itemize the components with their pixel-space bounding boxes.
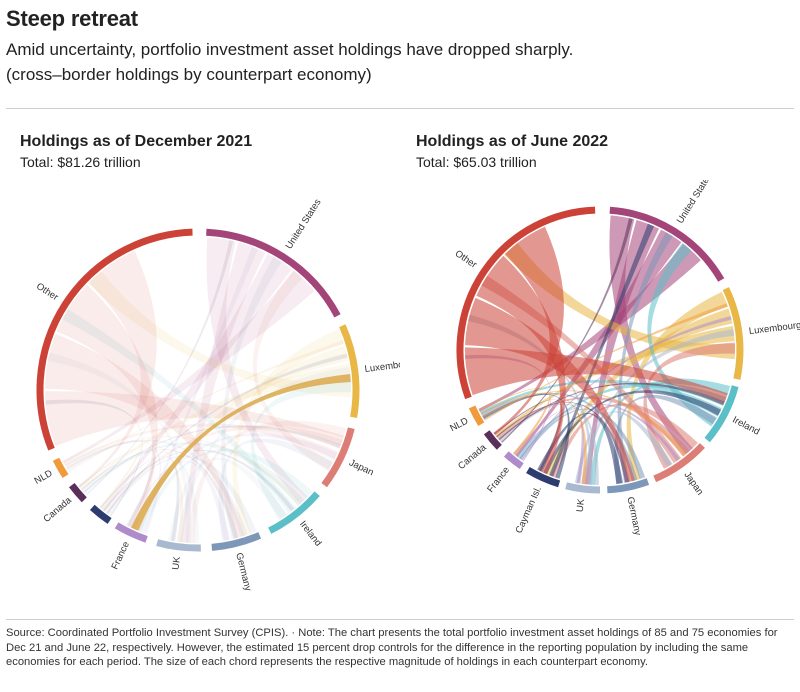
- chord-ribbon-germany-france: [519, 408, 646, 479]
- segment-label-uk: UK: [575, 498, 588, 513]
- chord-ribbon-luxembourg-other: [87, 271, 351, 398]
- segment-label-canada: Canada: [456, 442, 489, 472]
- chord-ribbon-unlabelled-ireland: [103, 449, 295, 512]
- segment-label-other: Other: [453, 248, 479, 270]
- chord-ribbon-united-states-ireland: [206, 237, 308, 504]
- segment-label-uk: UK: [170, 555, 183, 570]
- source-note: Source: Coordinated Portfolio Investment…: [6, 627, 778, 668]
- panel-title-jun-2022: Holdings as of June 2022: [416, 133, 609, 150]
- chart-subtitle: Amid uncertainty, portfolio investment a…: [6, 40, 574, 59]
- segment-label-nld: NLD: [448, 415, 470, 434]
- segment-label-luxembourg: Luxembourg: [748, 320, 800, 337]
- chord-ribbon-luxembourg-france: [134, 346, 349, 532]
- chord-ribbon-japan-nld: [63, 423, 339, 467]
- chord-ribbon-other-ireland: [464, 347, 728, 403]
- chord-ribbon-japan-unlabelled: [104, 425, 343, 514]
- chord-ribbon-ireland-uk: [589, 378, 731, 485]
- panel-total-jun-2022: Total: $65.03 trillion: [416, 154, 537, 170]
- segment-arc-canada: [69, 482, 87, 503]
- segment-arc-ireland: [268, 491, 320, 534]
- chord-ribbon-other-canada: [493, 226, 564, 436]
- segment-arc-france: [503, 451, 524, 469]
- chord-ribbon-other-france: [56, 284, 158, 530]
- segment-label-japan: Japan: [347, 457, 375, 478]
- chart-title: Steep retreat: [6, 6, 138, 31]
- chord-ribbon-other-germany: [465, 297, 635, 482]
- segment-label-france: France: [110, 540, 132, 571]
- chord-ribbon-ireland-nld: [479, 379, 722, 417]
- segment-arc-nld: [468, 405, 485, 427]
- segment-arc-nld: [52, 457, 69, 479]
- segment-label-germany: Germany: [233, 552, 253, 593]
- chord-ribbon-uk-ireland: [168, 457, 288, 542]
- segment-arc-unlabelled: [89, 504, 112, 524]
- segment-arc-other: [456, 206, 596, 400]
- chord-ribbon-united-states-nld: [62, 270, 315, 464]
- segment-arc-cayman-isl: [526, 466, 561, 488]
- chord-ribbon-japan-united-states: [252, 270, 333, 471]
- bottom-divider: [6, 619, 794, 620]
- chord-ribbon-cayman-isl-united-states: [549, 223, 654, 477]
- segment-label-japan: Japan: [681, 470, 705, 498]
- top-divider: [6, 108, 794, 109]
- chord-ribbon-other-canada: [78, 250, 157, 488]
- segment-arc-united-states: [609, 206, 725, 282]
- chord-ribbon-nld-luxembourg: [484, 303, 728, 421]
- chord-ribbon-japan-uk: [187, 420, 347, 543]
- chord-ribbon-ireland-canada: [82, 442, 305, 506]
- segment-arc-luxembourg: [339, 324, 360, 419]
- segment-arc-japan: [653, 443, 705, 483]
- chord-ribbon-luxembourg-germany: [232, 329, 344, 537]
- segment-arc-uk: [156, 539, 201, 552]
- segment-label-cayman-isl: Cayman Isl.: [514, 485, 544, 535]
- segment-label-ireland: Ireland: [731, 414, 762, 437]
- chord-ribbon-germany-united-states: [221, 256, 282, 540]
- chord-ribbon-ireland-other: [62, 309, 296, 514]
- chord-ribbon-united-states-uk: [180, 242, 266, 543]
- segment-label-germany: Germany: [624, 496, 643, 537]
- segment-arc-luxembourg: [722, 287, 744, 380]
- segment-label-nld: NLD: [33, 468, 55, 487]
- segment-arc-united-states: [206, 228, 341, 318]
- segment-arc-germany: [607, 478, 650, 494]
- chord-ribbon-luxembourg-canada: [80, 363, 351, 491]
- chord-ribbon-luxembourg-germany: [626, 291, 728, 481]
- chord-ribbon-other-japan: [45, 391, 344, 447]
- chord-ribbon-other-cayman-isl: [476, 255, 566, 474]
- segment-label-ireland: Ireland: [297, 519, 324, 549]
- segment-label-luxembourg: Luxembourg: [364, 358, 400, 375]
- chord-ribbon-france-united-states: [137, 246, 258, 532]
- segment-arc-germany: [211, 532, 262, 551]
- segment-arc-japan: [321, 427, 355, 488]
- segment-arc-canada: [483, 430, 502, 450]
- chord-ribbon-other-germany: [45, 333, 245, 539]
- chord-ribbon-germany-unlabelled: [106, 455, 257, 534]
- segment-label-other: Other: [34, 281, 60, 303]
- segment-arc-ireland: [704, 385, 739, 443]
- chord-diagram-dec-2021: United States Luxembourg Japan Ireland Germa…: [33, 197, 400, 593]
- segment-arc-france: [114, 522, 148, 543]
- chord-ribbon-france-japan: [516, 403, 680, 462]
- chord-ribbon-united-states-france: [515, 229, 682, 457]
- chord-diagram-jun-2022: United States Luxembourg Ireland Japan Germa…: [448, 180, 800, 537]
- chart-subtitle-note: (cross–border holdings by counterpart ec…: [6, 65, 372, 84]
- panel-total-dec-2021: Total: $81.26 trillion: [20, 154, 141, 170]
- segment-arc-other: [36, 228, 193, 451]
- segment-label-france: France: [485, 465, 512, 495]
- segment-label-united-states: United States: [675, 180, 715, 226]
- panel-title-dec-2021: Holdings as of December 2021: [20, 133, 253, 150]
- segment-label-united-states: United States: [284, 197, 324, 251]
- chord-ribbon-united-states-unlabelled: [101, 253, 293, 512]
- chord-ribbon-cayman-isl-nld: [482, 393, 570, 479]
- segment-label-canada: Canada: [41, 494, 74, 524]
- chord-ribbon-luxembourg-cayman-isl: [546, 308, 733, 476]
- segment-arc-uk: [565, 482, 601, 494]
